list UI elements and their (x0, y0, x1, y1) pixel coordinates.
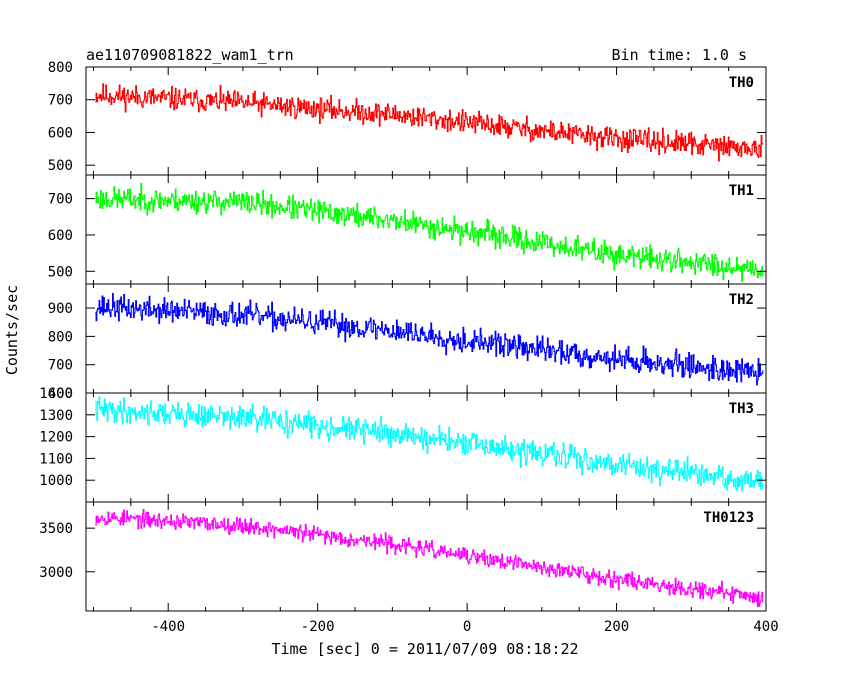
panel-label: TH0123 (703, 510, 754, 526)
y-axis-label: Counts/sec (3, 285, 21, 375)
series-th3-line (95, 396, 764, 492)
bin-time-label: Bin time: 1.0 s (612, 46, 747, 64)
panels-layer: 500 600 700 800 TH0 500 600 700 TH1 600 700 800 900 T… (39, 60, 778, 635)
panel-frame (85, 501, 767, 612)
y-tick-label: 1200 (39, 430, 73, 446)
panel-th0123: 3000 3500 TH0123 (39, 501, 767, 612)
panel-th2: 600 700 800 900 TH2 (48, 283, 767, 402)
y-tick-label: 800 (48, 329, 73, 345)
y-tick-label: 1400 (39, 386, 73, 402)
series-th2-line (95, 293, 764, 386)
y-tick-label: 700 (48, 192, 73, 208)
panel-label: TH0 (729, 75, 754, 91)
y-tick-label: 700 (48, 93, 73, 109)
x-tick-label: -200 (301, 619, 335, 635)
panel-label: TH1 (729, 183, 754, 199)
series-th0-line (95, 83, 764, 162)
x-axis-label: Time [sec] 0 = 2011/07/09 08:18:22 (271, 640, 578, 658)
panel-th0: 500 600 700 800 TH0 (48, 60, 767, 176)
panel-th1: 500 600 700 TH1 (48, 174, 767, 285)
y-tick-label: 500 (48, 158, 73, 174)
series-th1-line (95, 182, 764, 282)
chart-title: ae110709081822_wam1_trn (86, 46, 294, 64)
y-tick-label: 800 (48, 60, 73, 76)
panel-label: TH3 (729, 401, 754, 417)
x-tick-label: 400 (753, 619, 778, 635)
series-th0123-line (95, 509, 764, 607)
y-tick-label: 700 (48, 358, 73, 374)
x-tick-label: -400 (151, 619, 185, 635)
y-tick-label: 1300 (39, 408, 73, 424)
panel-th3: 1000 1100 1200 1300 1400 TH3 (39, 386, 767, 503)
y-tick-label: 3000 (39, 565, 73, 581)
y-tick-label: 3500 (39, 521, 73, 537)
x-tick-label: 200 (604, 619, 629, 635)
y-tick-label: 600 (48, 125, 73, 141)
panel-frame (85, 174, 767, 285)
y-tick-label: 1100 (39, 451, 73, 467)
x-tick-label: 0 (463, 619, 471, 635)
y-tick-label: 600 (48, 386, 73, 402)
panel-label: TH2 (729, 292, 754, 308)
y-tick-label: 600 (48, 228, 73, 244)
y-tick-label: 500 (48, 264, 73, 280)
y-tick-label: 1000 (39, 473, 73, 489)
y-tick-label: 900 (48, 301, 73, 317)
